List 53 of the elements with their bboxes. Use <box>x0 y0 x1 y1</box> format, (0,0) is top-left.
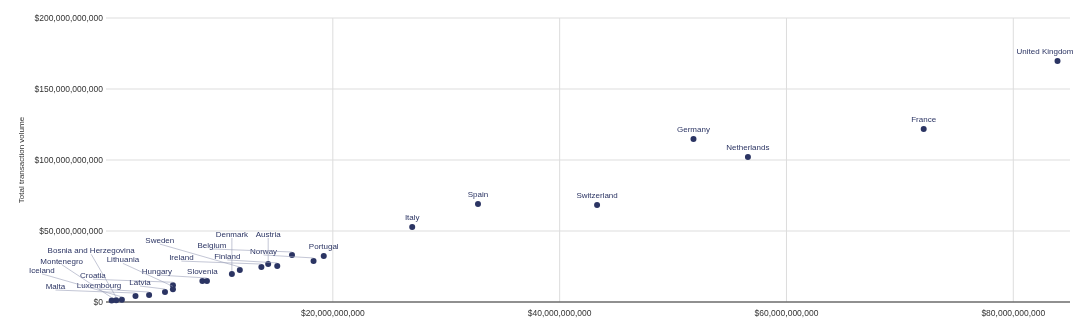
annotation: Austria <box>255 229 282 239</box>
point <box>274 262 281 269</box>
annotation: Iceland <box>28 265 55 275</box>
x-tick-label: $40,000,000,000 <box>527 308 592 318</box>
annotation: Croatia <box>80 271 107 281</box>
point <box>161 289 168 296</box>
annotation: Bosnia and Herzegovina <box>47 246 136 256</box>
annotation: Portugal <box>308 241 339 251</box>
x-tick-label: $20,000,000,000 <box>300 308 365 318</box>
annotation: Germany <box>677 124 710 134</box>
point <box>744 154 751 161</box>
annotation: Malta <box>45 282 66 292</box>
annotation: Luxembourg <box>76 281 122 291</box>
point <box>228 271 235 278</box>
point <box>1054 58 1061 65</box>
annotation: Slovenia <box>187 266 219 276</box>
y-tick-label: $100,000,000,000 <box>34 155 104 165</box>
point <box>920 126 927 133</box>
annotation: Denmark <box>215 230 250 240</box>
y-tick-label: $50,000,000,000 <box>39 226 104 236</box>
point <box>118 296 125 303</box>
point <box>409 224 416 231</box>
x-tick-label: $60,000,000,000 <box>754 308 819 318</box>
annotation: Italy <box>404 213 420 223</box>
point <box>146 292 153 299</box>
point <box>113 297 120 304</box>
annotation: Switzerland <box>576 191 618 201</box>
point <box>236 267 243 274</box>
annotation: Hungary <box>141 266 173 276</box>
annotation: Finland <box>214 251 241 261</box>
y-axis-title: Total transaction volume <box>17 116 26 204</box>
annotation: Netherlands <box>726 143 770 153</box>
annotation: France <box>911 115 937 125</box>
point <box>594 202 601 209</box>
annotation: Spain <box>467 190 489 200</box>
point <box>320 252 327 259</box>
annotation: United Kingdom <box>1016 47 1074 57</box>
annotation: Lithuania <box>106 255 140 265</box>
point <box>690 135 697 142</box>
annotation: Montenegro <box>40 256 84 266</box>
point <box>169 286 176 293</box>
point <box>474 201 481 208</box>
y-tick-label: $0 <box>93 297 104 307</box>
y-tick-label: $200,000,000,000 <box>34 13 104 23</box>
point <box>258 264 265 271</box>
y-tick-label: $150,000,000,000 <box>34 84 104 94</box>
annotation: Latvia <box>129 278 152 288</box>
annotation: Sweden <box>145 236 175 246</box>
annotation: Ireland <box>169 253 194 263</box>
point <box>203 277 210 284</box>
x-tick-label: $80,000,000,000 <box>981 308 1046 318</box>
annotation: Belgium <box>197 241 227 250</box>
annotation: Norway <box>249 246 278 256</box>
